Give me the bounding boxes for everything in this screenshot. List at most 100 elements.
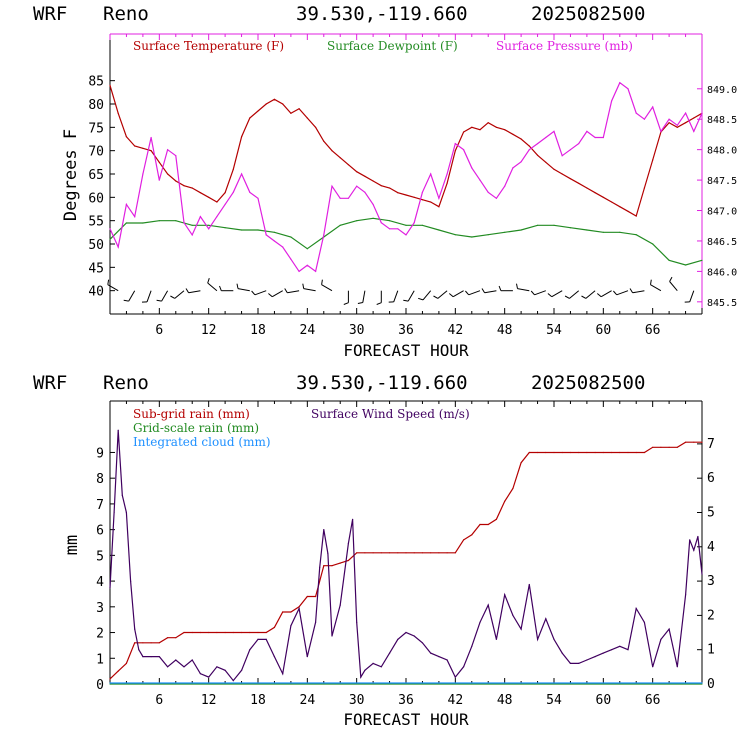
panel1-y-tick-label: 40 bbox=[88, 285, 104, 300]
panel1-x-tick-label: 12 bbox=[201, 323, 217, 338]
point-surface-pressure-mb bbox=[199, 216, 201, 218]
legend-surface-temperature: Surface Temperature (F) bbox=[133, 39, 284, 53]
panel1-y-tick-label: 45 bbox=[88, 261, 104, 276]
point-surface-wind-speed-m-s bbox=[134, 628, 136, 630]
point-surface-pressure-mb bbox=[241, 173, 243, 175]
point-surface-wind-speed-m-s bbox=[553, 638, 555, 641]
panel1-coords: 39.530,-119.660 bbox=[296, 3, 468, 25]
point-surface-temperature-f bbox=[125, 136, 127, 138]
panel1-plot: 6 12 18 24 30 36 42 48 54 60 66 40 45 50 55 60 65 70 75 80 8… bbox=[88, 33, 737, 338]
panel1-x-tick-label: 66 bbox=[645, 323, 661, 338]
panel2-x-tick-label: 42 bbox=[448, 693, 464, 708]
point-surface-wind-speed-m-s bbox=[273, 656, 275, 658]
panel2-y2-tick-label: 5 bbox=[707, 505, 715, 520]
panel2-y-tick-label: 9 bbox=[96, 446, 104, 461]
point-surface-dewpoint-f bbox=[356, 220, 358, 222]
panel1-y2-tick-label: 847.0 bbox=[707, 207, 737, 218]
point-surface-pressure-mb bbox=[339, 197, 341, 199]
panel2-y2-tick-label: 3 bbox=[707, 574, 715, 589]
point-sub-grid-rain-mm bbox=[627, 451, 629, 454]
panel2-x-tick-label: 36 bbox=[398, 693, 414, 708]
point-sub-grid-rain-mm bbox=[364, 552, 366, 554]
point-surface-wind-speed-m-s bbox=[537, 638, 539, 641]
point-sub-grid-rain-mm bbox=[216, 631, 218, 634]
point-sub-grid-rain-mm bbox=[561, 451, 563, 454]
point-surface-pressure-mb bbox=[594, 136, 596, 139]
wind-barb-flag bbox=[669, 276, 673, 282]
panel2-y-tick-label: 1 bbox=[96, 652, 104, 667]
point-sub-grid-rain-mm bbox=[537, 451, 539, 454]
point-surface-temperature-f bbox=[224, 192, 226, 194]
point-sub-grid-rain-mm bbox=[586, 451, 588, 454]
wind-barb-flag bbox=[481, 288, 486, 294]
point-surface-pressure-mb bbox=[150, 136, 152, 139]
wind-barb-flag bbox=[498, 285, 502, 291]
point-surface-temperature-f bbox=[315, 126, 317, 128]
point-sub-grid-rain-mm bbox=[372, 552, 374, 554]
point-surface-temperature-f bbox=[454, 150, 456, 152]
point-surface-wind-speed-m-s bbox=[627, 649, 629, 651]
point-surface-wind-speed-m-s bbox=[635, 607, 637, 610]
point-surface-dewpoint-f bbox=[454, 234, 456, 236]
point-sub-grid-rain-mm bbox=[438, 552, 440, 554]
point-surface-pressure-mb bbox=[495, 197, 497, 199]
wind-barb bbox=[422, 290, 432, 301]
point-surface-wind-speed-m-s bbox=[545, 618, 547, 620]
point-sub-grid-rain-mm bbox=[397, 552, 399, 554]
point-surface-temperature-f bbox=[512, 133, 514, 135]
panel2-x-tick-label: 6 bbox=[155, 693, 163, 708]
wind-barb-flag bbox=[596, 293, 602, 298]
point-sub-grid-rain-mm bbox=[701, 441, 703, 443]
point-surface-temperature-f bbox=[273, 98, 275, 100]
panel2-x-tick-label: 30 bbox=[349, 693, 365, 708]
point-grid-scale-rain-mm bbox=[109, 683, 111, 685]
point-surface-wind-speed-m-s bbox=[208, 676, 210, 678]
point-surface-dewpoint-f bbox=[125, 222, 127, 224]
point-surface-temperature-f bbox=[257, 110, 259, 112]
wind-barb-flag bbox=[170, 295, 176, 299]
point-surface-pressure-mb bbox=[405, 234, 407, 236]
point-surface-wind-speed-m-s bbox=[199, 673, 201, 675]
panel2-y2-tick-label: 6 bbox=[707, 471, 715, 486]
point-surface-dewpoint-f bbox=[652, 243, 654, 245]
point-surface-dewpoint-f bbox=[553, 224, 555, 226]
wind-barb bbox=[362, 290, 366, 303]
point-surface-dewpoint-f bbox=[175, 220, 177, 222]
point-surface-wind-speed-m-s bbox=[241, 669, 243, 671]
point-surface-temperature-f bbox=[479, 129, 481, 131]
point-surface-pressure-mb bbox=[356, 185, 358, 187]
point-surface-pressure-mb bbox=[463, 149, 465, 151]
point-surface-wind-speed-m-s bbox=[130, 580, 132, 582]
point-surface-dewpoint-f bbox=[372, 217, 374, 219]
point-surface-wind-speed-m-s bbox=[265, 638, 267, 641]
point-surface-pressure-mb bbox=[364, 191, 366, 193]
panel1-y-tick-label: 70 bbox=[88, 145, 104, 160]
point-surface-wind-speed-m-s bbox=[528, 583, 530, 586]
point-surface-wind-speed-m-s bbox=[216, 666, 218, 668]
wind-barb bbox=[272, 290, 283, 298]
panel1-y-tick-label: 60 bbox=[88, 191, 104, 206]
point-surface-temperature-f bbox=[397, 192, 399, 194]
point-sub-grid-rain-mm bbox=[257, 631, 259, 634]
panel2-y2-tick-label: 7 bbox=[707, 437, 715, 452]
point-sub-grid-rain-mm bbox=[504, 500, 506, 502]
point-sub-grid-rain-mm bbox=[323, 565, 325, 567]
panel2-x-tick-label: 24 bbox=[300, 693, 316, 708]
point-surface-dewpoint-f bbox=[257, 229, 259, 231]
point-surface-temperature-f bbox=[586, 187, 588, 189]
point-surface-wind-speed-m-s bbox=[356, 621, 358, 623]
point-surface-temperature-f bbox=[685, 122, 687, 124]
point-surface-temperature-f bbox=[265, 103, 267, 105]
point-surface-wind-speed-m-s bbox=[138, 649, 140, 651]
point-surface-pressure-mb bbox=[569, 149, 572, 151]
panel1-y2-tick-label: 848.0 bbox=[707, 146, 737, 157]
wind-barb bbox=[146, 290, 152, 303]
panel1-y2-tick-label: 849.0 bbox=[707, 85, 737, 96]
panel1-x-axis-label: FORECAST HOUR bbox=[343, 341, 469, 360]
point-surface-wind-speed-m-s bbox=[282, 673, 284, 675]
point-sub-grid-rain-mm bbox=[150, 642, 152, 644]
wind-barb-flag bbox=[376, 302, 382, 305]
point-surface-wind-speed-m-s bbox=[586, 659, 588, 661]
